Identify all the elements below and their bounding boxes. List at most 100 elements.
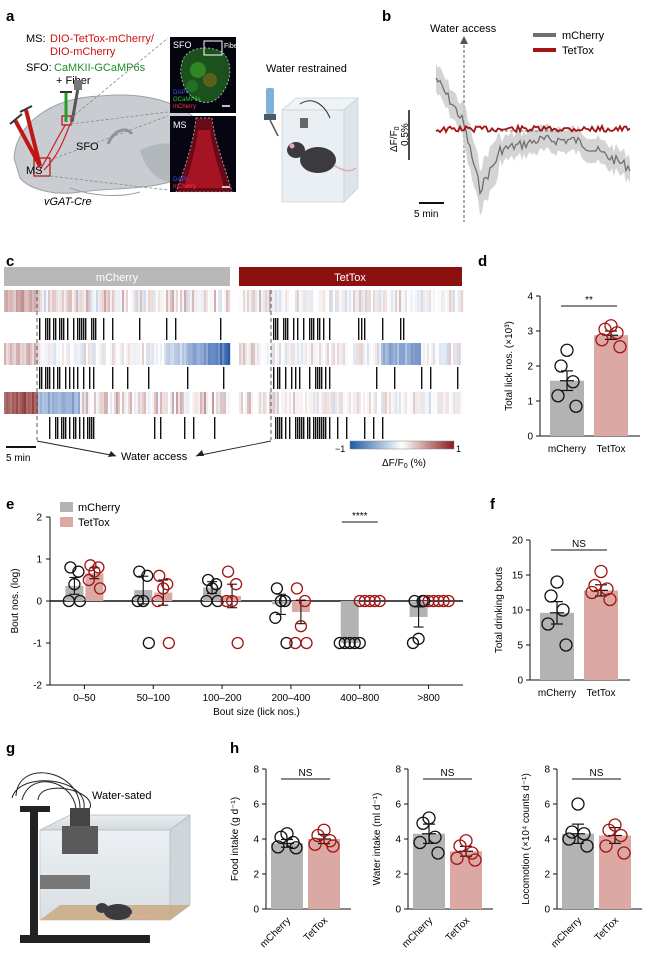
heatmap-cell [331, 290, 334, 312]
y-scale-value: 0.5% [400, 123, 411, 146]
x-tick-label: TetTox [593, 915, 621, 943]
heatmap-cell [120, 343, 123, 365]
heatmap-cell [241, 343, 244, 365]
data-point [137, 594, 150, 608]
heatmap-cell [42, 343, 45, 365]
lick-tick [275, 318, 277, 340]
panel-f: 0 5 10 15 20 Total drinking bouts mCherry TetTo… [494, 536, 630, 699]
heatmap-cell [38, 290, 41, 312]
heatmap-cell [447, 343, 450, 365]
heatmap-cell [178, 343, 181, 365]
lick-tick [325, 417, 327, 439]
heatmap-cell [429, 290, 432, 312]
heatmap-cell [415, 290, 418, 312]
heatmap-cell [10, 343, 13, 365]
heatmap-cell [269, 343, 272, 365]
heatmap-cell [162, 290, 165, 312]
heatmap-cell [228, 392, 231, 414]
panel-label-e: e [6, 496, 14, 513]
heatmap-cell [339, 392, 342, 414]
heatmap-cell [265, 343, 268, 365]
heatmap-cell [419, 343, 422, 365]
panel-label-b: b [382, 8, 391, 25]
heatmap-cell [170, 290, 173, 312]
lick-tick [277, 318, 279, 340]
lick-tick [39, 367, 41, 389]
sfo-construct: CaMKII-GCaMP6s [54, 62, 146, 74]
heatmap-cell [72, 290, 75, 312]
heatmap-cell [253, 392, 256, 414]
x-tick-label: 400–800 [340, 693, 379, 704]
heatmap-cell [228, 290, 231, 312]
data-point [289, 841, 303, 855]
lick-tick [285, 417, 287, 439]
data-point [151, 594, 164, 608]
data-point [308, 837, 322, 851]
heatmap-cell [309, 343, 312, 365]
heatmap-cell [12, 343, 15, 365]
x-tick-label: mCherry [400, 915, 435, 950]
heatmap-cell [136, 290, 139, 312]
heatmap-cell [351, 343, 354, 365]
heatmap-cell [26, 343, 29, 365]
y-tick-label: -1 [33, 639, 42, 650]
heatmap-cell [172, 290, 175, 312]
heatmap-cell [271, 343, 274, 365]
heatmap-cell [329, 392, 332, 414]
heatmap-cell [86, 343, 89, 365]
heatmap-cell [220, 392, 223, 414]
heatmap-cell [194, 290, 197, 312]
heatmap-cell [373, 290, 376, 312]
heatmap-cell [297, 392, 300, 414]
heatmap-cell [14, 290, 17, 312]
heatmap-cell [16, 290, 19, 312]
bar-mcherry [271, 843, 303, 909]
heatmap-cell [275, 290, 278, 312]
data-point [368, 594, 381, 608]
heatmap-cell [166, 290, 169, 312]
heatmap-cell [313, 392, 316, 414]
heatmap-cell [130, 392, 133, 414]
heatmap-cell [160, 290, 163, 312]
significance-label: NS [572, 539, 586, 550]
heatmap-cell [403, 290, 406, 312]
heatmap-cell [92, 392, 95, 414]
heatmap-cell [116, 392, 119, 414]
heatmap-raster-rows [4, 290, 464, 439]
lick-tick [277, 367, 279, 389]
heatmap-cell [423, 290, 426, 312]
heatmap-cell [136, 343, 139, 365]
heatmap-cell [363, 343, 366, 365]
heatmap-cell [94, 290, 97, 312]
data-point [353, 594, 366, 608]
lick-tick [361, 318, 363, 340]
water-access-arrowhead-right [196, 450, 204, 456]
heatmap-cell [208, 343, 211, 365]
heatmap-cell [150, 343, 153, 365]
heatmap-cell [411, 290, 414, 312]
heatmap-cell [261, 290, 264, 312]
heatmap-cell [8, 392, 11, 414]
heatmap-cell [22, 343, 25, 365]
heatmap-cell [311, 290, 314, 312]
heatmap-cell [98, 343, 101, 365]
heatmap-cell [226, 290, 229, 312]
lick-tick [309, 318, 311, 340]
ms-micrograph [170, 116, 236, 193]
heatmap-cell [323, 343, 326, 365]
heatmap-cell [435, 343, 438, 365]
lick-tick [279, 417, 281, 439]
y-tick-label: 6 [253, 800, 259, 811]
ms-label: MS: [26, 33, 46, 45]
heatmap-cell [142, 290, 145, 312]
data-point [588, 578, 602, 593]
heatmap-cell [198, 343, 201, 365]
heatmap-cell [249, 290, 252, 312]
heatmap-cell [395, 290, 398, 312]
data-point [270, 582, 284, 595]
water-access-annotation: Water access [430, 23, 497, 35]
heatmap-cell [126, 343, 129, 365]
heatmap-cell [50, 392, 53, 414]
panel-label-f: f [490, 496, 496, 513]
heatmap-cell [184, 343, 187, 365]
